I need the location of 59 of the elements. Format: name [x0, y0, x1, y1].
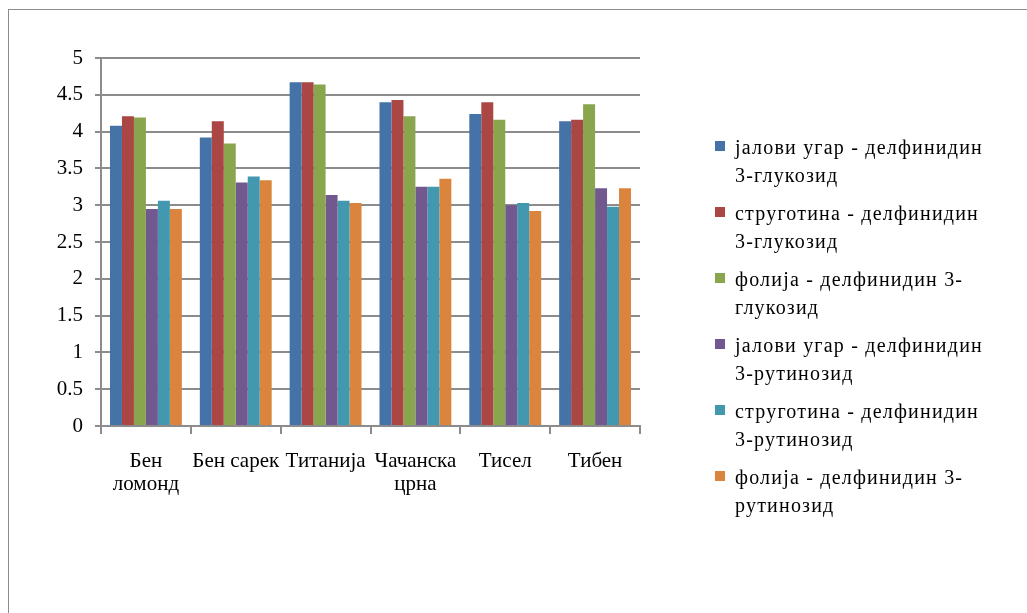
- bar: [349, 202, 362, 425]
- bar: [145, 208, 158, 425]
- bar: [481, 102, 494, 425]
- y-tick-label: 3: [72, 191, 83, 216]
- bar: [571, 119, 584, 425]
- bar: [415, 186, 428, 425]
- bar: [121, 116, 134, 425]
- bar: [211, 121, 224, 425]
- y-tick-label: 1: [72, 338, 83, 363]
- bar: [337, 200, 350, 425]
- bar: [559, 121, 572, 425]
- y-tick-label: 2.5: [56, 228, 83, 253]
- bar: [469, 113, 482, 425]
- y-tick-label: 4: [72, 118, 84, 143]
- x-tick-label: Чачанска црна: [374, 448, 457, 496]
- bar: [289, 82, 302, 425]
- bar: [313, 84, 326, 425]
- bar: [247, 176, 260, 425]
- bar: [157, 200, 170, 425]
- bar: [607, 206, 620, 425]
- bar: [619, 188, 632, 425]
- bar: [133, 117, 146, 425]
- bar: [223, 143, 236, 425]
- bar: [493, 119, 506, 425]
- y-tick-label: 1.5: [56, 302, 83, 327]
- y-tick-label: 3.5: [56, 154, 83, 179]
- y-tick-label: 0: [72, 412, 83, 437]
- bar: [529, 211, 542, 425]
- bar: [169, 208, 182, 425]
- bar: [439, 178, 452, 425]
- x-tick-label: Тисел: [478, 448, 532, 473]
- bar: [235, 182, 248, 425]
- x-tick-label: Бен сарек: [192, 448, 280, 473]
- bar: [259, 180, 272, 425]
- y-tick-label: 0.5: [56, 375, 83, 400]
- legend-label: фолија - делфинидин 3-рутинозид: [735, 465, 965, 519]
- x-tick-label: Тибен: [567, 448, 623, 473]
- bar: [595, 188, 608, 425]
- legend-label: јалови угар - делфинидин 3-рутинозид: [735, 333, 984, 387]
- bar: [427, 186, 440, 425]
- y-tick-label: 2: [72, 265, 83, 290]
- legend-label: јалови угар - делфинидин 3-глукозид: [735, 135, 984, 189]
- bar: [199, 137, 212, 425]
- bar: [325, 194, 338, 425]
- y-tick-label: 5: [72, 44, 83, 69]
- legend-label: фолија - делфинидин 3-глукозид: [735, 267, 965, 321]
- bar: [301, 82, 314, 425]
- legend-label: струготина - делфинидин 3-глукозид: [735, 201, 980, 255]
- bar: [517, 202, 530, 425]
- legend-label: струготина - делфинидин 3-рутинозид: [735, 399, 980, 453]
- bar: [391, 99, 404, 425]
- x-tick-label: Бен ломонд: [112, 448, 180, 496]
- bar: [505, 205, 518, 425]
- x-tick-label: Титанија: [285, 448, 367, 473]
- bar: [379, 102, 392, 425]
- bar: [403, 116, 416, 425]
- bar: [583, 104, 596, 425]
- y-tick-label: 4.5: [56, 81, 83, 106]
- bar: [109, 125, 122, 425]
